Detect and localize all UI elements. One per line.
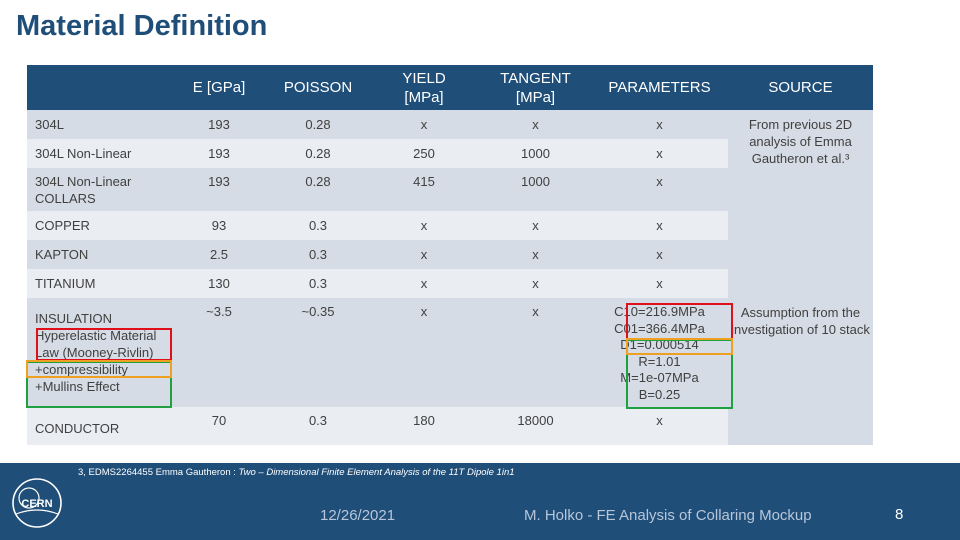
material-name: CONDUCTOR [27, 407, 170, 445]
poisson-value: 0.3 [268, 240, 368, 269]
e-value: ~3.5 [170, 298, 268, 407]
parameters-value-insulation: C10=216.9MPa C01=366.4MPa D1=0.000514 R=… [591, 298, 728, 407]
header-cell-source: SOURCE [728, 65, 873, 110]
insulation-name-line: INSULATION [35, 311, 113, 326]
parameters-value: x [591, 407, 728, 445]
parameters-value: x [591, 110, 728, 139]
table-row: 304L 193 0.28 x x x From previous 2D ana… [27, 110, 873, 298]
poisson-value: 0.3 [268, 211, 368, 240]
material-table: E [GPa] POISSON YIELD [MPa] TANGENT [MPa] … [27, 65, 873, 445]
table-row: 304L Non-Linear 193 0.28 250 1000 x [27, 139, 873, 168]
tangent-value: 1000 [480, 168, 591, 211]
table-row: CONDUCTOR 70 0.3 180 18000 x [27, 407, 873, 445]
table-row: TITANIUM 130 0.3 x x x [27, 269, 873, 298]
parameters-value: x [591, 168, 728, 211]
e-value: 70 [170, 407, 268, 445]
reference-note: 3, EDMS2264455 Emma Gautheron : Two – Di… [78, 467, 515, 478]
reference-title: Two – Dimensional Finite Element Analysi… [238, 467, 515, 478]
e-value: 2.5 [170, 240, 268, 269]
highlight-box-green-mullins [26, 361, 172, 408]
e-value: 193 [170, 168, 268, 211]
poisson-value: 0.3 [268, 269, 368, 298]
header-cell-blank [27, 65, 170, 110]
material-name: 304L Non-Linear COLLARS [27, 168, 170, 211]
parameters-value: x [591, 240, 728, 269]
tangent-value: 1000 [480, 139, 591, 168]
header-tangent-line1: TANGENT [500, 69, 571, 87]
parameter-line: C10=216.9MPa [614, 304, 705, 319]
header-cell-e: E [GPa] [170, 65, 268, 110]
table-row: KAPTON 2.5 0.3 x x x [27, 240, 873, 269]
tangent-value: x [480, 110, 591, 139]
poisson-value: ~0.35 [268, 298, 368, 407]
yield-value: 415 [368, 168, 480, 211]
tangent-value: 18000 [480, 407, 591, 445]
cern-logo-icon: CERN [12, 478, 62, 528]
table-row-insulation: INSULATION Hyperelastic Material Law (Mo… [27, 298, 873, 445]
parameter-line: M=1e-07MPa [620, 370, 699, 385]
insulation-name-line: +Mullins Effect [35, 379, 120, 394]
poisson-value: 0.28 [268, 110, 368, 139]
tangent-value: x [480, 298, 591, 407]
e-value: 130 [170, 269, 268, 298]
tangent-value: x [480, 240, 591, 269]
header-yield-line2: [MPa] [404, 88, 444, 106]
footer-author: M. Holko - FE Analysis of Collaring Mock… [524, 507, 812, 524]
highlight-box-red-mooney-params [626, 303, 733, 340]
yield-value: 250 [368, 139, 480, 168]
parameter-line: R=1.01 [638, 353, 681, 369]
insulation-name-line: Law (Mooney-Rivlin) [35, 345, 154, 360]
tangent-value: x [480, 211, 591, 240]
page-number: 8 [895, 506, 904, 523]
header-yield-line1: YIELD [402, 69, 446, 87]
header-cell-tangent: TANGENT [MPa] [480, 65, 591, 110]
material-name: KAPTON [27, 240, 170, 269]
highlight-box-yellow-d1-param [626, 338, 733, 355]
yield-value: x [368, 211, 480, 240]
header-tangent-line2: [MPa] [515, 88, 556, 106]
material-name-insulation: INSULATION Hyperelastic Material Law (Mo… [27, 298, 170, 407]
e-value: 93 [170, 211, 268, 240]
tangent-value: x [480, 269, 591, 298]
header-cell-poisson: POISSON [268, 65, 368, 110]
parameters-value: x [591, 139, 728, 168]
table-row: COPPER 93 0.3 x x x [27, 211, 873, 240]
header-cell-parameters: PARAMETERS [591, 65, 728, 110]
material-name: COPPER [27, 211, 170, 240]
source-cell-assumption: Assumption from the investigation of 10 … [728, 298, 873, 445]
page-title: Material Definition [16, 10, 268, 42]
highlight-box-yellow-compressibility [26, 360, 172, 378]
insulation-name-line: Hyperelastic Material [35, 328, 157, 343]
material-name: TITANIUM [27, 269, 170, 298]
yield-value: x [368, 240, 480, 269]
e-value: 193 [170, 139, 268, 168]
header-cell-yield: YIELD [MPa] [368, 65, 480, 110]
parameter-line: C01=366.4MPa [614, 320, 705, 336]
reference-prefix: 3, EDMS2264455 Emma Gautheron : [78, 467, 239, 478]
table-row: 304L Non-Linear COLLARS 193 0.28 415 100… [27, 168, 873, 211]
insulation-name-line: +compressibility [35, 362, 128, 377]
poisson-value: 0.3 [268, 407, 368, 445]
parameters-value: x [591, 211, 728, 240]
parameters-value: x [591, 269, 728, 298]
yield-value: x [368, 269, 480, 298]
source-cell-previous-analysis: From previous 2D analysis of Emma Gauthe… [728, 110, 873, 298]
footer-bar [0, 463, 960, 540]
cern-logo-text: CERN [21, 498, 52, 510]
e-value: 193 [170, 110, 268, 139]
poisson-value: 0.28 [268, 139, 368, 168]
yield-value: x [368, 110, 480, 139]
highlight-box-red-material-law [36, 328, 172, 361]
table-header-row: E [GPa] POISSON YIELD [MPa] TANGENT [MPa] … [27, 65, 873, 110]
material-name: 304L [27, 110, 170, 139]
yield-value: x [368, 298, 480, 407]
poisson-value: 0.28 [268, 168, 368, 211]
footer-date: 12/26/2021 [320, 507, 396, 524]
highlight-box-green-mullins-params [626, 339, 733, 409]
material-name: 304L Non-Linear [27, 139, 170, 168]
parameter-line: B=0.25 [638, 386, 681, 402]
yield-value: 180 [368, 407, 480, 445]
